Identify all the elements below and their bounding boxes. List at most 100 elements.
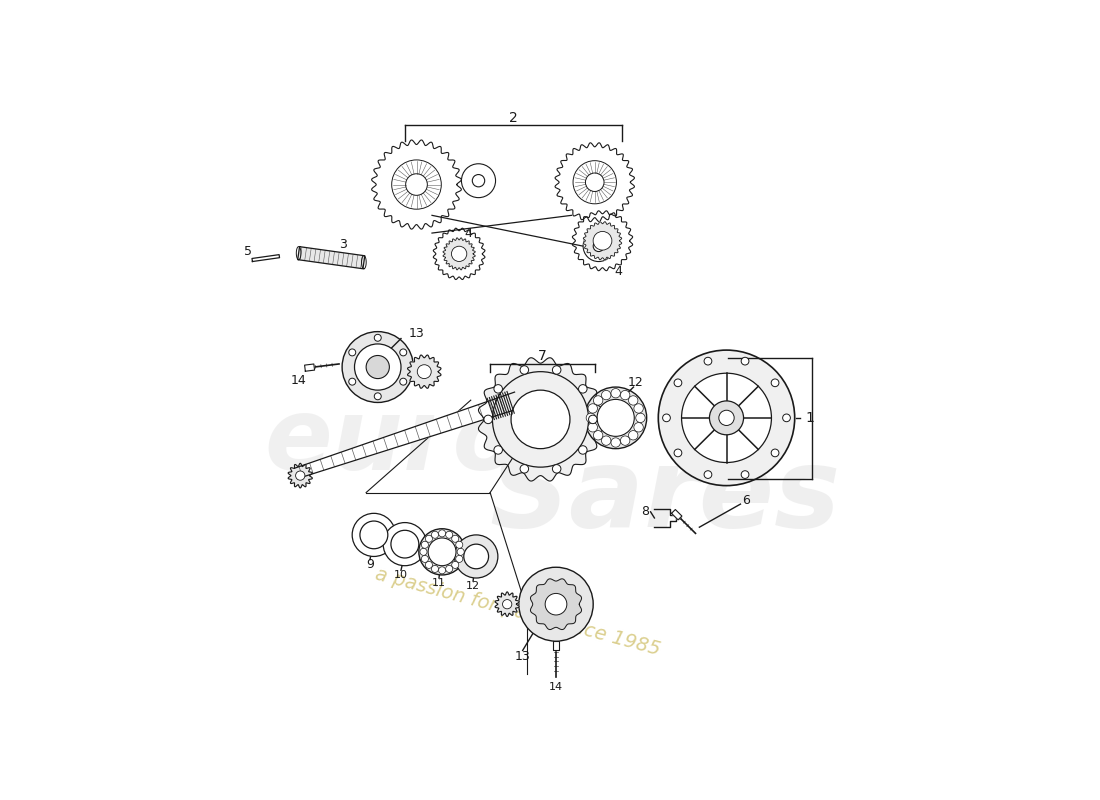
Circle shape [628,430,638,440]
Circle shape [634,404,643,413]
Text: 11: 11 [432,578,446,588]
Polygon shape [339,450,351,464]
Circle shape [674,449,682,457]
Text: 14: 14 [549,682,563,692]
Circle shape [593,241,604,251]
Circle shape [602,390,610,400]
Circle shape [417,365,431,378]
Circle shape [520,366,529,374]
Circle shape [771,449,779,457]
Polygon shape [530,579,582,630]
Text: 2: 2 [509,110,518,125]
Polygon shape [556,143,635,222]
Circle shape [421,542,428,548]
Polygon shape [671,510,682,520]
Circle shape [704,358,712,365]
Polygon shape [495,592,519,617]
Circle shape [597,399,635,436]
Circle shape [464,544,488,569]
Circle shape [426,562,432,569]
Circle shape [586,413,595,422]
Circle shape [446,566,453,573]
Polygon shape [321,456,333,470]
Polygon shape [488,398,503,417]
Text: a passion for parts since 1985: a passion for parts since 1985 [373,565,662,659]
Circle shape [588,404,597,413]
Circle shape [520,465,529,473]
Circle shape [458,548,464,555]
Circle shape [431,531,439,538]
Polygon shape [305,364,315,371]
Circle shape [741,358,749,365]
Polygon shape [288,463,312,488]
Circle shape [452,562,459,569]
Polygon shape [383,434,396,450]
Circle shape [771,379,779,386]
Circle shape [455,542,463,548]
Text: 13: 13 [515,650,530,663]
Text: 1: 1 [805,411,814,425]
Text: 8: 8 [641,506,649,518]
Circle shape [552,366,561,374]
Text: 10: 10 [394,570,408,580]
Circle shape [583,230,614,262]
Circle shape [503,599,512,609]
Circle shape [512,390,570,449]
Circle shape [519,567,593,641]
Polygon shape [443,238,475,270]
Circle shape [472,174,485,187]
Circle shape [454,535,498,578]
Circle shape [428,538,456,566]
Circle shape [620,390,630,400]
Circle shape [374,334,382,342]
Circle shape [296,471,305,480]
Circle shape [610,438,620,447]
Circle shape [636,413,646,422]
Circle shape [399,349,407,356]
Polygon shape [480,402,493,419]
Text: 12: 12 [466,581,480,590]
Polygon shape [330,453,342,467]
Text: 7: 7 [538,350,547,363]
Circle shape [439,530,446,537]
Circle shape [390,530,419,558]
Polygon shape [400,429,414,445]
Circle shape [360,521,388,549]
Polygon shape [392,432,405,447]
Circle shape [342,332,414,402]
Polygon shape [478,358,603,481]
Circle shape [421,555,428,562]
Circle shape [452,535,459,542]
Circle shape [704,470,712,478]
Circle shape [366,355,389,378]
Polygon shape [583,222,621,260]
Circle shape [573,161,616,204]
Polygon shape [436,417,449,434]
Circle shape [455,555,463,562]
Circle shape [426,535,432,542]
Circle shape [431,566,439,573]
Text: 9: 9 [366,558,374,570]
Text: euro: euro [265,394,521,491]
Text: 14: 14 [290,374,307,387]
Circle shape [552,465,561,473]
Circle shape [610,389,620,398]
Circle shape [710,401,744,435]
Circle shape [374,393,382,400]
Polygon shape [506,392,520,411]
Polygon shape [444,414,458,430]
Circle shape [585,173,604,191]
Circle shape [579,385,587,393]
Polygon shape [462,407,475,425]
Polygon shape [348,447,360,462]
Polygon shape [356,444,370,458]
Circle shape [579,446,587,454]
Circle shape [399,378,407,385]
Circle shape [634,422,643,432]
Circle shape [392,160,441,209]
Polygon shape [365,441,378,456]
Polygon shape [372,140,461,229]
Circle shape [620,436,630,446]
Polygon shape [433,228,485,279]
Polygon shape [409,426,422,442]
